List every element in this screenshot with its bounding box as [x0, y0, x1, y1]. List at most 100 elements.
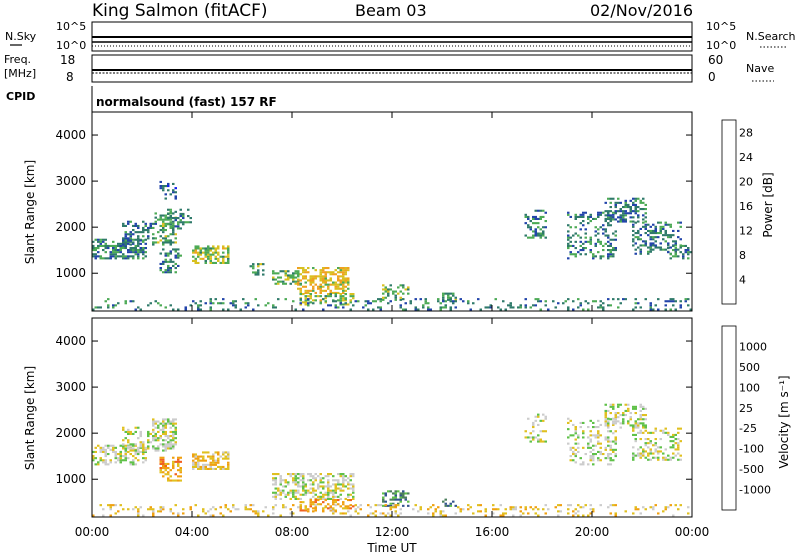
data-cell [539, 308, 542, 311]
data-cell [292, 479, 295, 482]
data-cell [109, 448, 112, 451]
data-cell [117, 244, 120, 247]
data-cell [654, 304, 657, 307]
data-cell [634, 232, 637, 235]
data-cell [172, 220, 175, 223]
data-cell [164, 229, 167, 232]
data-cell [329, 497, 332, 500]
data-cell [172, 248, 175, 251]
data-cell [599, 304, 602, 307]
data-cell [162, 458, 165, 461]
data-cell [647, 431, 650, 434]
data-cell [534, 217, 537, 220]
data-cell [337, 299, 340, 302]
data-cell [274, 495, 277, 498]
data-cell [622, 212, 625, 215]
data-cell [427, 302, 430, 305]
data-cell [572, 450, 575, 453]
data-cell [577, 510, 580, 513]
data-cell [137, 306, 140, 309]
data-cell [162, 187, 165, 190]
data-cell [609, 242, 612, 245]
data-cell [569, 448, 572, 451]
data-cell [632, 426, 635, 429]
data-cell [109, 244, 112, 247]
data-cell [602, 244, 605, 247]
data-cell [152, 418, 155, 421]
data-cell [199, 253, 202, 256]
data-cell [279, 477, 282, 480]
data-cell [612, 211, 615, 214]
data-cell [404, 496, 407, 499]
data-cell [614, 210, 617, 213]
data-cell [222, 302, 225, 305]
data-cell [299, 493, 302, 496]
data-cell [537, 415, 540, 418]
data-cell [347, 499, 350, 502]
data-cell [309, 279, 312, 282]
data-cell [169, 233, 172, 236]
data-cell [307, 510, 310, 513]
data-cell [144, 222, 147, 225]
data-cell [609, 206, 612, 209]
data-cell [612, 459, 615, 462]
data-cell [279, 493, 282, 496]
data-cell [634, 508, 637, 511]
data-cell [272, 272, 275, 275]
data-cell [627, 206, 630, 209]
data-cell [569, 251, 572, 254]
data-cell [439, 514, 442, 517]
data-cell [567, 512, 570, 515]
data-cell [459, 298, 462, 301]
data-cell [162, 428, 165, 431]
data-cell [104, 244, 107, 247]
data-cell [289, 282, 292, 285]
data-cell [642, 424, 645, 427]
data-cell [309, 281, 312, 284]
nsky-panel: N.Sky 10^5 10^0 10^5 10^0 N.Search [5, 20, 796, 52]
data-cell [174, 479, 177, 482]
data-cell [174, 422, 177, 425]
data-cell [167, 218, 170, 221]
data-cell [334, 295, 337, 298]
data-cell [399, 298, 402, 301]
data-cell [624, 206, 627, 209]
data-cell [652, 506, 655, 509]
data-cell [427, 508, 430, 511]
data-cell [322, 271, 325, 274]
data-cell [207, 463, 210, 466]
data-cell [667, 431, 670, 434]
data-cell [594, 244, 597, 247]
data-cell [484, 514, 487, 517]
data-cell [399, 492, 402, 495]
data-cell [297, 491, 300, 494]
data-cell [539, 236, 542, 239]
data-cell [224, 451, 227, 454]
data-cell [137, 426, 140, 429]
data-cell [502, 300, 505, 303]
data-cell [679, 454, 682, 457]
data-cell [177, 225, 180, 228]
data-cell [339, 493, 342, 496]
data-cell [157, 447, 160, 450]
data-cell [309, 483, 312, 486]
data-cell [312, 503, 315, 506]
data-cell [127, 239, 130, 242]
data-cell [392, 290, 395, 293]
data-cell [604, 424, 607, 427]
data-cell [679, 244, 682, 247]
data-cell [92, 455, 95, 458]
data-cell [342, 269, 345, 272]
data-cell [289, 473, 292, 476]
data-cell [654, 427, 657, 430]
data-cell [192, 465, 195, 468]
colorbar-tick-label: 500 [739, 361, 760, 374]
data-cell [152, 435, 155, 438]
data-cell [604, 220, 607, 223]
data-cell [274, 497, 277, 500]
data-cell [664, 248, 667, 251]
data-cell [624, 220, 627, 223]
data-cell [684, 300, 687, 303]
data-cell [639, 405, 642, 408]
data-cell [112, 244, 115, 247]
